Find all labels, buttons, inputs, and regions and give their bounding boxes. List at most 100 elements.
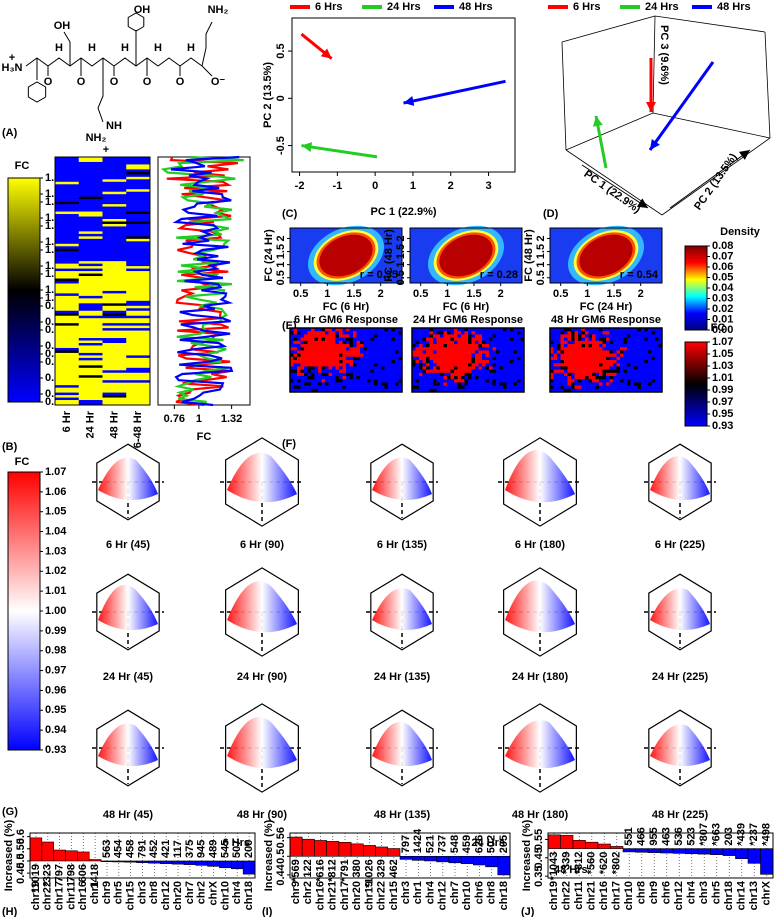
- heatmap-cell: [78, 305, 103, 309]
- som-cell: [623, 334, 628, 338]
- som-cell: [513, 376, 518, 380]
- som-cell: [318, 347, 322, 351]
- som-cell: [553, 353, 558, 358]
- colorbar-tick-label: 1.02: [45, 565, 66, 577]
- som-cell: [492, 337, 497, 342]
- som-cell: [395, 340, 399, 345]
- som-cell: [553, 340, 558, 345]
- som-cell: [550, 353, 554, 358]
- heatmap-cell: [102, 377, 127, 381]
- som-cell: [606, 328, 610, 332]
- surface-caption: 6 Hr (135): [377, 539, 427, 551]
- som-cell: [461, 376, 465, 380]
- heatmap-cell: [102, 164, 127, 168]
- som-cell: [457, 334, 462, 338]
- som-cell: [616, 372, 621, 377]
- som-cell: [307, 385, 312, 390]
- som-cell: [457, 360, 462, 364]
- x-tick-label: 1.5: [346, 288, 361, 300]
- som-cell: [489, 385, 493, 390]
- heatmap-cell: [78, 377, 103, 381]
- som-cell: [620, 344, 624, 348]
- som-cell: [419, 356, 423, 361]
- som-cell: [644, 382, 649, 386]
- som-cell: [658, 347, 663, 351]
- heatmap-cell: [102, 194, 127, 197]
- som-cell: [630, 366, 635, 370]
- som-cell: [433, 331, 437, 335]
- som-cell: [443, 344, 448, 348]
- som-cell: [429, 360, 434, 364]
- som-cell: [644, 372, 649, 377]
- plot-frame: [409, 227, 523, 284]
- x-tick-label: chr21: [327, 881, 339, 910]
- som-cell: [658, 356, 663, 361]
- som-cell: [374, 334, 378, 338]
- som-cell: [585, 344, 589, 348]
- som-cell: [443, 340, 448, 345]
- y-tick-label: 1.5: [535, 244, 547, 259]
- som-cell: [492, 340, 497, 345]
- som-cell: [499, 366, 504, 370]
- som-cell: [620, 328, 624, 332]
- som-cell: [616, 347, 621, 351]
- som-cell: [609, 360, 614, 364]
- som-cell: [571, 328, 575, 332]
- som-cell: [447, 356, 451, 361]
- som-cell: [623, 344, 628, 348]
- heatmap-cell: [55, 258, 80, 262]
- som-cell: [454, 337, 458, 342]
- som-cell: [307, 372, 312, 377]
- heatmap-cell: [55, 313, 80, 317]
- colorbar-tick-label: 0.07: [712, 250, 733, 262]
- som-cell: [517, 369, 521, 374]
- som-cell: [381, 328, 385, 332]
- som-cell: [634, 388, 638, 393]
- atom-label: H: [121, 42, 129, 54]
- colorbar-tick-label: 0.99: [45, 625, 66, 637]
- som-cell: [318, 340, 322, 345]
- heatmap-cell: [126, 194, 151, 197]
- som-cell: [426, 340, 430, 345]
- som-cell: [513, 337, 518, 342]
- heatmap-cell: [55, 231, 80, 235]
- som-cell: [637, 360, 642, 364]
- som-cell: [433, 344, 437, 348]
- som-cell: [567, 347, 572, 351]
- som-cell: [429, 366, 434, 370]
- som-cell: [564, 360, 568, 364]
- som-cell: [517, 353, 521, 358]
- som-cell: [426, 363, 430, 367]
- som-cell: [581, 340, 586, 345]
- som-cell: [464, 385, 469, 390]
- som-cell: [553, 382, 558, 386]
- count-label: 507: [231, 840, 243, 858]
- som-cell: [658, 360, 663, 364]
- som-cell: [513, 340, 518, 345]
- som-cell: [436, 388, 441, 393]
- som-cell: [398, 337, 403, 342]
- heatmap-cell: [78, 362, 103, 366]
- surface-caption: 6 Hr (90): [240, 539, 284, 551]
- som-cell: [627, 350, 631, 354]
- som-cell: [318, 331, 322, 335]
- som-cell: [426, 382, 430, 386]
- som-cell: [461, 353, 465, 358]
- heatmap-cell: [102, 179, 127, 183]
- heatmap-cell: [102, 226, 127, 230]
- som-cell: [391, 376, 396, 380]
- heatmap-cell: [126, 253, 151, 257]
- bar: [326, 841, 340, 857]
- som-cell: [377, 385, 382, 390]
- som-cell: [616, 356, 621, 361]
- surface-caption: 48 Hr (45): [103, 809, 153, 821]
- som-cell: [454, 356, 458, 361]
- som-cell: [461, 356, 465, 361]
- som-cell: [585, 363, 589, 367]
- som-cell: [325, 331, 329, 335]
- x-tick-label: 0: [372, 180, 378, 192]
- cube-edge: [661, 137, 771, 216]
- som-cell: [658, 366, 663, 370]
- cube-outline: [648, 573, 712, 651]
- som-cell: [592, 337, 596, 342]
